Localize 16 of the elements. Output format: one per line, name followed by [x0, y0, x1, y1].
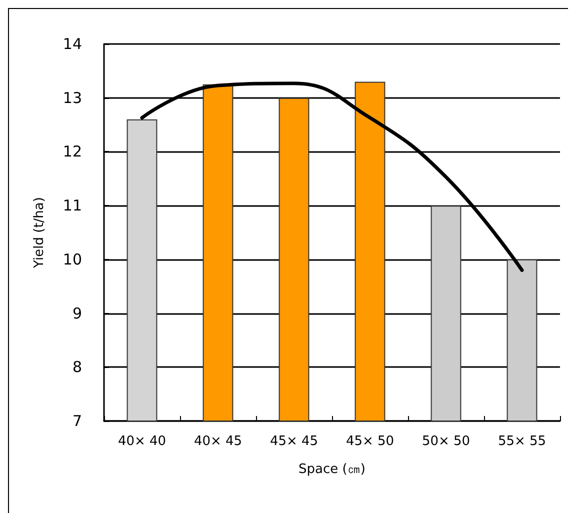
- x-tick-label: 40× 45: [194, 434, 242, 449]
- x-axis-title: Space (㎝): [298, 462, 366, 477]
- y-tick-label: 8: [72, 358, 82, 376]
- y-tick-label: 13: [62, 88, 82, 107]
- y-tick-label: 10: [62, 250, 82, 268]
- x-tick-label: 45× 45: [270, 434, 318, 449]
- x-tick-label: 50× 50: [422, 434, 470, 449]
- y-tick-label: 12: [62, 142, 82, 161]
- y-tick-label: 14: [62, 35, 82, 53]
- y-tick-label: 9: [72, 304, 82, 322]
- y-tick-label: 11: [62, 196, 82, 215]
- y-tick-label: 7: [72, 412, 82, 430]
- y-axis-title: Yield (t/ha): [32, 197, 47, 269]
- x-tick-label: 45× 50: [346, 434, 394, 449]
- x-tick-label: 40× 40: [118, 434, 166, 449]
- x-tick-label: 55× 55: [498, 434, 546, 449]
